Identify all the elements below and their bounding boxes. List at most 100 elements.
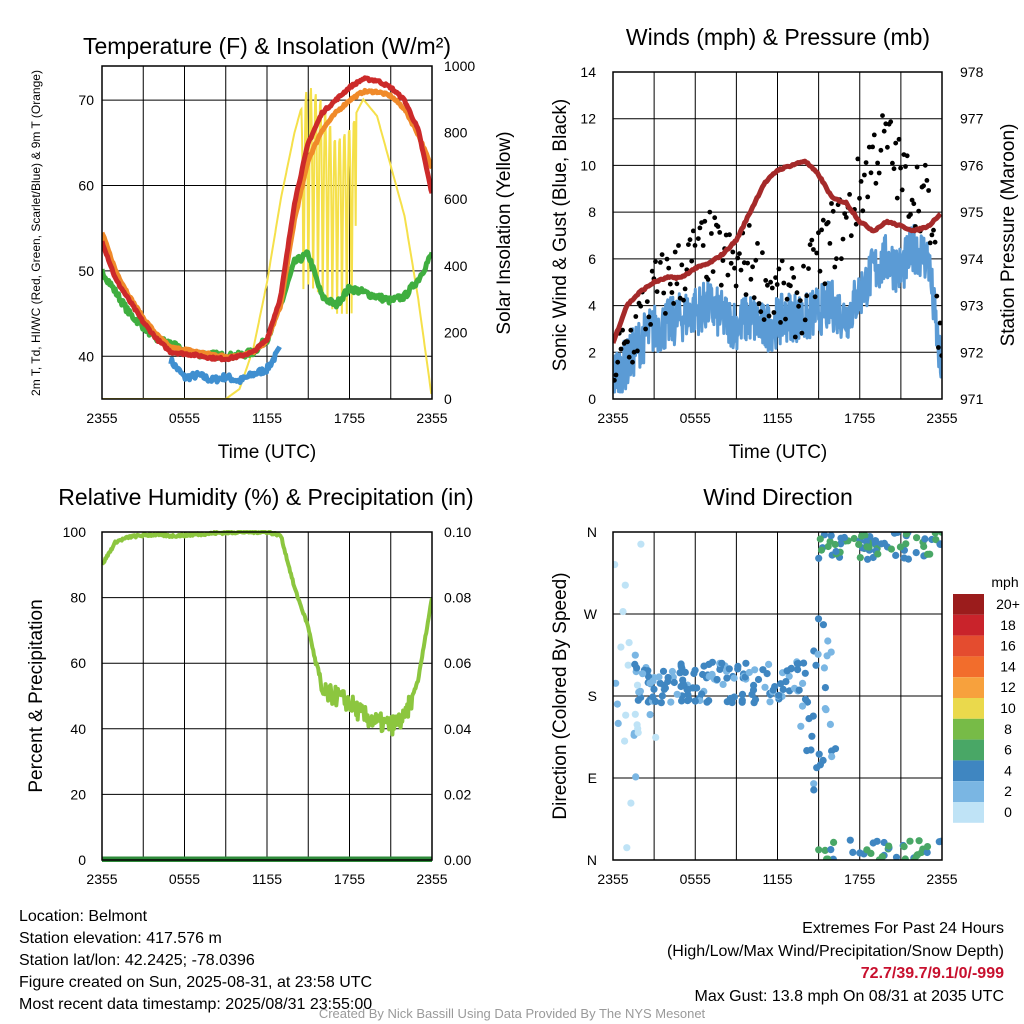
gust-point [875, 160, 880, 166]
winds-xtick-label: 0555 [680, 410, 711, 426]
gust-point [840, 236, 846, 242]
winddir-point [923, 843, 932, 851]
gust-point [802, 317, 808, 323]
rh-ytick-label: 80 [70, 590, 86, 606]
gust-point [758, 309, 764, 315]
gust-point [671, 301, 676, 306]
winddir-xtick-label: 1755 [844, 871, 875, 887]
winddir-point [658, 692, 667, 700]
gust-point [776, 266, 782, 272]
winddir-point [668, 667, 677, 676]
windchill-line [168, 345, 282, 386]
gust-point [931, 227, 936, 233]
winddir-point [892, 853, 901, 860]
winddir-point [777, 680, 785, 688]
winddir-point [932, 536, 940, 544]
winddir-point [723, 698, 731, 706]
gust-point [710, 269, 716, 274]
gust-point [896, 136, 902, 142]
gust-point [743, 292, 749, 297]
winddir-point [938, 532, 942, 536]
gust-point [690, 228, 696, 234]
gust-point [751, 295, 757, 301]
winddir-point [659, 667, 668, 675]
winds-y2tick-label: 973 [960, 298, 984, 314]
gust-point [862, 172, 867, 178]
gust-point [779, 258, 785, 264]
winddir-point [856, 849, 864, 857]
winddir-point [862, 538, 870, 546]
winds-y2tick-label: 972 [960, 344, 984, 360]
winddir-point [912, 852, 921, 860]
gust-point [735, 255, 741, 261]
winddir-point [832, 547, 840, 556]
winddir-point [738, 696, 746, 704]
gust-point [807, 242, 813, 248]
gust-point [769, 285, 775, 291]
gust-point [799, 330, 805, 336]
winddir-point [684, 685, 692, 694]
gust-point [870, 144, 875, 150]
winddir-point [810, 786, 818, 794]
winddir-point [681, 668, 689, 677]
rh-ytick-label: 100 [63, 524, 87, 540]
gust-point [646, 314, 652, 320]
winds-ytick-label: 4 [588, 298, 596, 314]
gust-point [778, 320, 783, 325]
temp-xlabel: Time (UTC) [218, 442, 317, 463]
gust-point [816, 230, 821, 236]
winddir-point [750, 681, 758, 690]
winddir-point [803, 698, 812, 706]
winddir-plot-frame [612, 531, 943, 861]
gust-point [712, 215, 718, 221]
winddir-point [846, 836, 854, 844]
legend-swatch [953, 781, 984, 802]
temp-xtick-label: 1755 [334, 410, 365, 426]
gust-point [796, 303, 801, 309]
winddir-point [617, 643, 625, 651]
winddir-point [635, 688, 643, 696]
gust-point [791, 275, 797, 280]
winds-plot-frame [612, 71, 943, 400]
gust-point [888, 119, 894, 125]
winds-ytick-label: 6 [588, 251, 596, 267]
gust-point [765, 282, 770, 288]
gust-point [863, 160, 869, 166]
winddir-point [799, 679, 807, 688]
gust-point [885, 144, 890, 150]
winds-y2tick-label: 974 [960, 251, 984, 267]
winddir-point [690, 669, 698, 678]
winddir-point [751, 666, 759, 674]
gust-point [748, 276, 754, 282]
gust-point [679, 262, 685, 268]
gust-point [773, 275, 778, 280]
winddir-point [923, 848, 931, 857]
winddir-point [748, 690, 756, 699]
gust-point [763, 278, 769, 283]
winddir-point [874, 550, 882, 558]
winddir-point [664, 673, 672, 682]
gust-point [926, 188, 931, 193]
gust-point [847, 192, 852, 197]
gust-point [789, 266, 795, 271]
winddir-point [817, 546, 826, 554]
winddir-point [877, 540, 885, 548]
gust-point [894, 195, 900, 201]
gust-point [658, 260, 663, 265]
winddir-point [633, 721, 641, 729]
winddir-point [819, 621, 828, 629]
gust-point [834, 256, 839, 262]
rh-xtick-label: 2355 [86, 871, 117, 887]
winddir-point [924, 550, 932, 558]
gust-point [904, 153, 910, 159]
winddir-point [900, 554, 908, 562]
winddir-point [765, 660, 773, 669]
winddir-point [878, 853, 886, 860]
winddir-point [719, 680, 727, 689]
gust-point [761, 317, 767, 322]
gust-point [858, 179, 864, 184]
winddir-point [691, 697, 699, 705]
winddir-point [815, 846, 823, 854]
gust-point [819, 227, 824, 233]
winddir-point [803, 747, 811, 755]
